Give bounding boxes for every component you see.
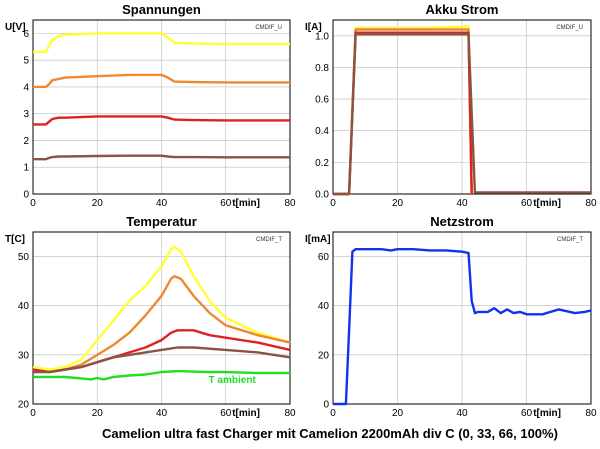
x-tick-label: 40 (156, 198, 168, 209)
plot-frame (32, 231, 291, 405)
x-tick-label: 0 (30, 198, 36, 209)
y-tick-label: 1.0 (315, 31, 329, 42)
x-tick-label: 40 (456, 408, 468, 419)
x-tick-label: 80 (284, 198, 296, 209)
chart-title: Spannungen (122, 2, 201, 17)
chart-akku-strom: Akku Strom 0 20 40 60 80 0.0 0.2 0.4 0.6 0.8 1.0I[A… (305, 2, 597, 209)
y-axis-label: U[V] (5, 22, 26, 33)
series-line-4 (33, 154, 290, 161)
y-tick-label: 4 (23, 82, 29, 93)
chart-title: Akku Strom (426, 2, 499, 17)
x-axis-label: t[min] (232, 198, 260, 209)
x-axis-label: t[min] (533, 408, 561, 419)
series-line-5 (33, 369, 290, 381)
x-tick-label: 60 (521, 198, 533, 209)
x-tick-label: 80 (585, 408, 597, 419)
series-line-4 (333, 33, 591, 196)
y-tick-label: 60 (318, 252, 330, 263)
y-tick-label: 5 (23, 56, 29, 67)
chart-tag: CMDIF_U (556, 25, 583, 31)
y-axis-label: T[C] (5, 234, 25, 245)
y-axis-label: I[A] (305, 22, 322, 33)
y-tick-label: 0.2 (315, 158, 329, 169)
series-line-1 (333, 247, 592, 406)
figure-footer: Camelion ultra fast Charger mit Camelion… (102, 426, 558, 441)
y-tick-label: 0.6 (315, 95, 329, 106)
y-tick-label: 0 (23, 190, 29, 201)
x-axis-label: t[min] (232, 408, 260, 419)
y-tick-label: 3 (23, 109, 29, 120)
chart-netzstrom: Netzstrom 0 20 40 60 80 0 20 40 60 I[mA] t[min] CMDI… (305, 214, 597, 419)
plot-frame (332, 231, 592, 405)
x-tick-label: 20 (92, 408, 104, 419)
x-tick-label: 20 (392, 408, 404, 419)
x-tick-label: 60 (220, 198, 232, 209)
x-tick-label: 80 (585, 198, 597, 209)
y-tick-label: 1 (23, 163, 29, 174)
chart-title: Netzstrom (430, 214, 494, 229)
y-axis-label: I[mA] (305, 234, 331, 245)
chart-tag: CMDIF_T (557, 237, 583, 243)
plot-frame (32, 19, 291, 195)
y-tick-label: 0.8 (315, 63, 329, 74)
chart-tag: CMDIF_U (255, 25, 282, 31)
y-tick-label: 0.0 (315, 190, 329, 201)
x-tick-label: 20 (392, 198, 404, 209)
x-tick-label: 40 (156, 408, 168, 419)
series-line-1 (33, 32, 290, 54)
series-line-2 (33, 73, 290, 89)
y-tick-label: 20 (318, 350, 330, 361)
series-line-3 (33, 115, 290, 126)
x-tick-label: 20 (92, 198, 104, 209)
y-tick-label: 30 (18, 350, 30, 361)
y-tick-label: 20 (18, 400, 30, 411)
y-tick-label: 40 (18, 301, 30, 312)
x-tick-label: 80 (284, 408, 296, 419)
chart-title: Temperatur (126, 214, 197, 229)
x-tick-label: 40 (456, 198, 468, 209)
chart-spannungen: Spannungen 0 20 40 60 80 0 1 2 3 4 5 6U[V] t[min] CMDI… (5, 2, 296, 209)
y-tick-label: 6 (23, 29, 29, 40)
y-tick-label: 2 (23, 136, 29, 147)
x-tick-label: 0 (30, 408, 36, 419)
series-line-4 (33, 346, 291, 374)
series-line-2 (32, 275, 291, 374)
y-tick-label: 0.4 (315, 126, 329, 137)
plot-frame (332, 19, 592, 195)
series-line-1 (32, 245, 291, 371)
x-axis-label: t[min] (533, 198, 561, 209)
x-tick-label: 60 (521, 408, 533, 419)
y-tick-label: 40 (318, 301, 330, 312)
x-tick-label: 0 (330, 198, 336, 209)
x-tick-label: 60 (220, 408, 232, 419)
x-tick-label: 0 (330, 408, 336, 419)
y-tick-label: 50 (18, 252, 30, 263)
y-tick-label: 0 (323, 400, 329, 411)
chart-tag: CMDIF_T (256, 237, 282, 243)
annotation-label: T ambient (209, 375, 257, 386)
